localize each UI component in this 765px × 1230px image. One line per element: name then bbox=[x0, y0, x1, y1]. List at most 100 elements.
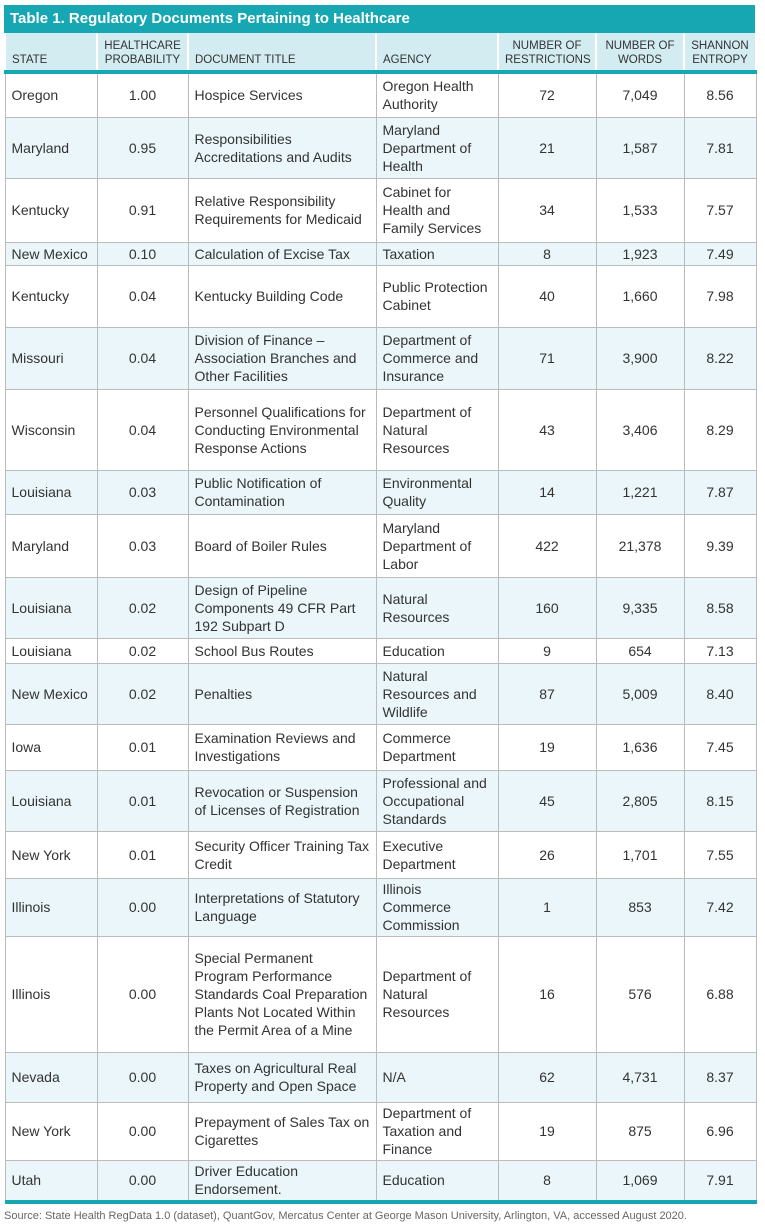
table-cell: 5,009 bbox=[595, 662, 685, 725]
table-cell: 7.45 bbox=[683, 723, 757, 771]
table-row: Louisiana 0.02 School Bus Routes Education 9… bbox=[4, 637, 757, 664]
table-container: Table 1. Regulatory Documents Pertaining… bbox=[4, 5, 757, 1222]
table-cell: 0.00 bbox=[96, 935, 189, 1053]
table-cell: 8 bbox=[497, 1159, 597, 1204]
table-cell: Design of Pipeline Components 49 CFR Par… bbox=[187, 576, 377, 639]
source-note: Source: State Health RegData 1.0 (datase… bbox=[4, 1210, 687, 1222]
table-cell: 0.02 bbox=[96, 576, 189, 639]
table-cell: 62 bbox=[497, 1051, 597, 1103]
table-cell: Natural Resources and Wildlife bbox=[375, 662, 499, 725]
table-cell: 0.95 bbox=[96, 116, 189, 179]
table-cell: 72 bbox=[497, 71, 597, 118]
table-row: Maryland 0.95 Responsibilities Accreditati… bbox=[4, 116, 757, 179]
table-cell: Louisiana bbox=[4, 469, 98, 515]
table-row: Illinois 0.00 Interpretations of Statutory… bbox=[4, 877, 757, 937]
table-cell: Maryland Department of Labor bbox=[375, 513, 499, 578]
header-row: STATE HEALTHCARE PROBABILITY DOCUMENT TITL… bbox=[4, 33, 757, 74]
column-header: NUMBER OF WORDS bbox=[595, 33, 685, 74]
table-cell: School Bus Routes bbox=[187, 637, 377, 664]
table-cell: 7.55 bbox=[683, 830, 757, 879]
table-cell: Prepayment of Sales Tax on Cigarettes bbox=[187, 1101, 377, 1161]
table-cell: 8 bbox=[497, 241, 597, 266]
table-cell: Taxation bbox=[375, 241, 499, 266]
table-cell: 422 bbox=[497, 513, 597, 578]
table-cell: Interpretations of Statutory Language bbox=[187, 877, 377, 937]
table-cell: 1,701 bbox=[595, 830, 685, 879]
table-row: Illinois 0.00 Special Permanent Program Pe… bbox=[4, 935, 757, 1053]
table-cell: 0.04 bbox=[96, 326, 189, 390]
table-cell: Environmental Quality bbox=[375, 469, 499, 515]
table-cell: 34 bbox=[497, 177, 597, 243]
column-header: SHANNON ENTROPY bbox=[683, 33, 757, 74]
table-cell: 0.04 bbox=[96, 264, 189, 328]
table-row: Louisiana 0.02 Design of Pipeline Componen… bbox=[4, 576, 757, 639]
table-cell: 2,805 bbox=[595, 769, 685, 832]
table-cell: Wisconsin bbox=[4, 388, 98, 471]
table-cell: 6.88 bbox=[683, 935, 757, 1053]
table-cell: New York bbox=[4, 830, 98, 879]
table-cell: Illinois bbox=[4, 877, 98, 937]
table-cell: Department of Natural Resources bbox=[375, 388, 499, 471]
table-cell: Louisiana bbox=[4, 637, 98, 664]
table-cell: Education bbox=[375, 1159, 499, 1204]
table-cell: 0.00 bbox=[96, 1051, 189, 1103]
table-cell: 853 bbox=[595, 877, 685, 937]
table-cell: Kentucky bbox=[4, 264, 98, 328]
table-cell: New York bbox=[4, 1101, 98, 1161]
table-cell: 3,900 bbox=[595, 326, 685, 390]
table-cell: 875 bbox=[595, 1101, 685, 1161]
table-title: Table 1. Regulatory Documents Pertaining… bbox=[4, 5, 755, 33]
table-cell: Calculation of Excise Tax bbox=[187, 241, 377, 266]
table-cell: 1,533 bbox=[595, 177, 685, 243]
table-cell: Kentucky bbox=[4, 177, 98, 243]
table-cell: 0.00 bbox=[96, 877, 189, 937]
table-cell: 1,660 bbox=[595, 264, 685, 328]
table-cell: New Mexico bbox=[4, 662, 98, 725]
table-cell: Hospice Services bbox=[187, 71, 377, 118]
table-row: Oregon 1.00 Hospice Services Oregon Health … bbox=[4, 71, 757, 118]
table-cell: N/A bbox=[375, 1051, 499, 1103]
table-cell: 26 bbox=[497, 830, 597, 879]
table-cell: Cabinet for Health and Family Services bbox=[375, 177, 499, 243]
column-header: HEALTHCARE PROBABILITY bbox=[96, 33, 189, 74]
table-row: Nevada 0.00 Taxes on Agricultural Real Pro… bbox=[4, 1051, 757, 1103]
table-cell: 7.57 bbox=[683, 177, 757, 243]
table-cell: Illinois Commerce Commission bbox=[375, 877, 499, 937]
table-cell: 9.39 bbox=[683, 513, 757, 578]
table-cell: Iowa bbox=[4, 723, 98, 771]
table-cell: Taxes on Agricultural Real Property and … bbox=[187, 1051, 377, 1103]
table-cell: 0.01 bbox=[96, 723, 189, 771]
table-cell: Maryland bbox=[4, 116, 98, 179]
table-cell: 3,406 bbox=[595, 388, 685, 471]
table-cell: 1,221 bbox=[595, 469, 685, 515]
table-cell: 40 bbox=[497, 264, 597, 328]
table-cell: Penalties bbox=[187, 662, 377, 725]
table-row: New Mexico 0.10 Calculation of Excise Tax T… bbox=[4, 241, 757, 266]
table-cell: Louisiana bbox=[4, 769, 98, 832]
table-row: Louisiana 0.03 Public Notification of Cont… bbox=[4, 469, 757, 515]
table-cell: Illinois bbox=[4, 935, 98, 1053]
table-cell: 0.02 bbox=[96, 637, 189, 664]
table-cell: Board of Boiler Rules bbox=[187, 513, 377, 578]
table-cell: 7.42 bbox=[683, 877, 757, 937]
table-cell: 9,335 bbox=[595, 576, 685, 639]
table-cell: 654 bbox=[595, 637, 685, 664]
table-cell: 8.58 bbox=[683, 576, 757, 639]
table-row: New York 0.00 Prepayment of Sales Tax on C… bbox=[4, 1101, 757, 1161]
table-cell: 160 bbox=[497, 576, 597, 639]
table-row: New York 0.01 Security Officer Training Ta… bbox=[4, 830, 757, 879]
table-cell: 21 bbox=[497, 116, 597, 179]
table-cell: 7.13 bbox=[683, 637, 757, 664]
table-cell: Public Protection Cabinet bbox=[375, 264, 499, 328]
column-header: NUMBER OF RESTRICTIONS bbox=[497, 33, 597, 74]
table-cell: 43 bbox=[497, 388, 597, 471]
table-cell: 1,069 bbox=[595, 1159, 685, 1204]
table-cell: 7.91 bbox=[683, 1159, 757, 1204]
data-table: STATE HEALTHCARE PROBABILITY DOCUMENT TITL… bbox=[4, 33, 757, 1204]
table-row: Louisiana 0.01 Revocation or Suspension of… bbox=[4, 769, 757, 832]
table-cell: Relative Responsibility Requirements for… bbox=[187, 177, 377, 243]
table-cell: 8.40 bbox=[683, 662, 757, 725]
column-header: STATE bbox=[4, 33, 98, 74]
table-cell: Utah bbox=[4, 1159, 98, 1204]
table-cell: 16 bbox=[497, 935, 597, 1053]
